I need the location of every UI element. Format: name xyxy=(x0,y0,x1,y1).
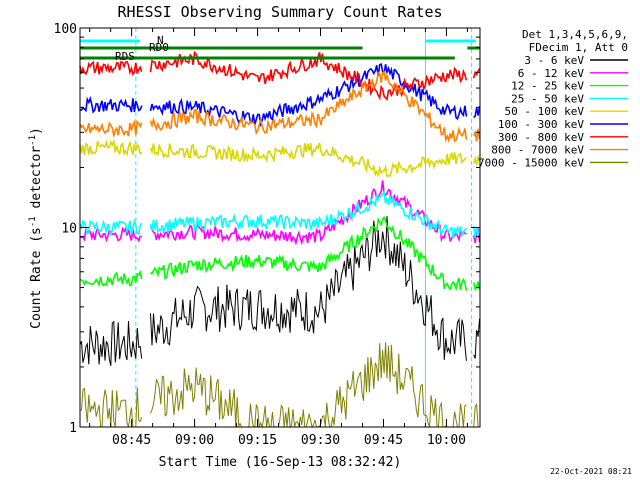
legend-entry-label: 6 - 12 keV xyxy=(518,67,585,80)
x-tick-label: 10:00 xyxy=(427,433,466,448)
series-line xyxy=(79,50,481,102)
legend-header-line-2: FDecim 1, Att 0 xyxy=(529,41,628,54)
legend-entry-label: 3 - 6 keV xyxy=(524,54,584,67)
x-tick-label: 09:00 xyxy=(175,433,214,448)
y-tick-label: 10 xyxy=(61,222,77,237)
legend-entry-label: 25 - 50 keV xyxy=(511,92,584,105)
series-line xyxy=(79,216,481,366)
series-line xyxy=(79,63,481,128)
footer-date: 22-Oct-2021 08:21 xyxy=(550,467,632,476)
x-tick-label: 08:45 xyxy=(112,433,151,448)
axis-ticks: 08:45 09:00 09:15 09:30 09:45 10:00 1 10 100 xyxy=(54,22,480,448)
y-axis-label-close: ) xyxy=(29,127,44,135)
y-tick-label: 100 xyxy=(54,22,77,37)
flag-label-rds: RDS xyxy=(115,50,135,63)
series-line xyxy=(79,138,481,178)
legend-header-line-1: Det 1,3,4,5,6,9, xyxy=(522,28,628,41)
x-axis-label: Start Time (16-Sep-13 08:32:42) xyxy=(159,455,402,470)
y-axis-label-tail: detector xyxy=(29,146,44,217)
y-axis-label: Count Rate (s-1 detector-1) xyxy=(28,127,44,329)
x-tick-label: 09:45 xyxy=(364,433,403,448)
series-group xyxy=(79,50,481,429)
legend-entry-label: 100 - 300 keV xyxy=(498,118,584,131)
legend-entry-label: 7000 - 15000 keV xyxy=(478,156,584,169)
legend-entry-label: 800 - 7000 keV xyxy=(491,144,584,157)
y-axis-label-main: Count Rate (s xyxy=(29,227,44,329)
y-axis-label-sup-2: -1 xyxy=(28,135,38,146)
flag-label-rd0: RD0 xyxy=(149,41,169,54)
legend-entry-label: 50 - 100 keV xyxy=(505,105,585,118)
y-axis-label-sup-1: -1 xyxy=(28,216,38,227)
flag-label-n: N xyxy=(157,34,164,47)
chart-title: RHESSI Observing Summary Count Rates xyxy=(117,3,442,21)
x-tick-label: 09:30 xyxy=(301,433,340,448)
x-tick-label: 09:15 xyxy=(238,433,277,448)
y-tick-label: 1 xyxy=(69,421,77,436)
flag-bars xyxy=(80,46,480,60)
legend-entry-label: 300 - 800 keV xyxy=(498,131,584,144)
legend-entry-label: 12 - 25 keV xyxy=(511,80,584,93)
